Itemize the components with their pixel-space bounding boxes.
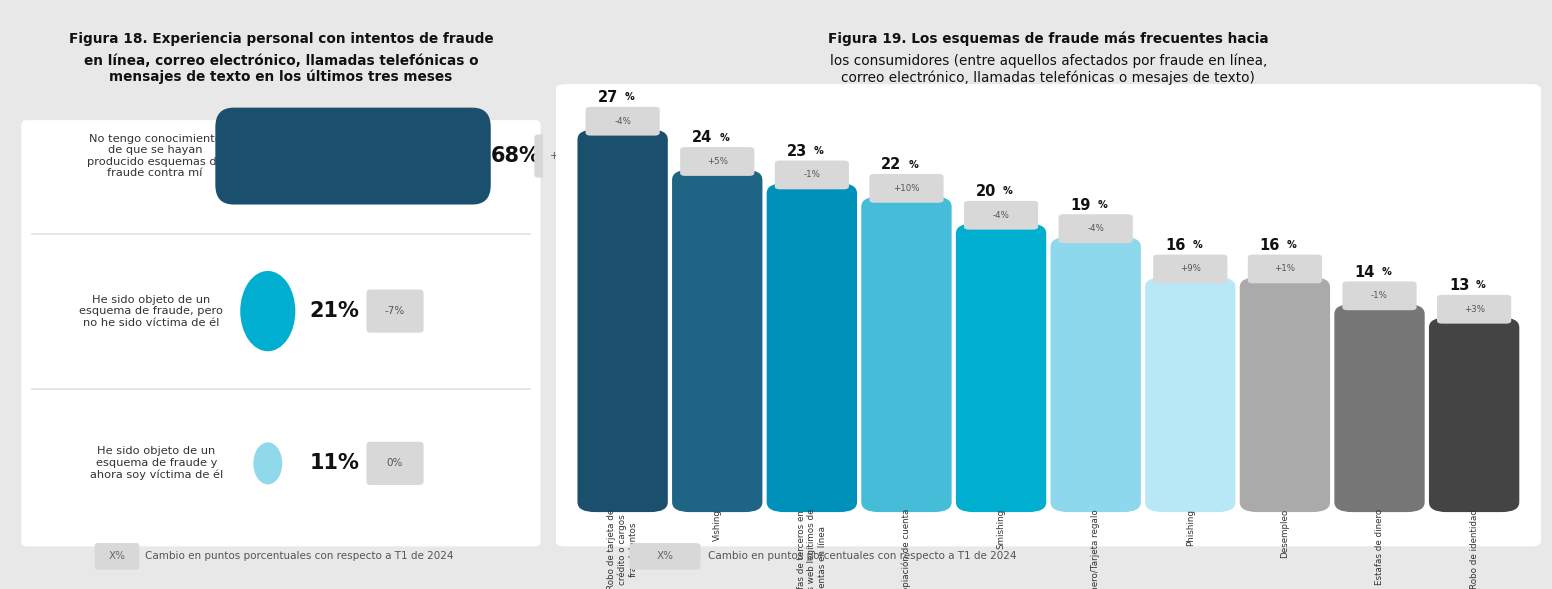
- Text: Robo de identidad: Robo de identidad: [1470, 509, 1479, 589]
- Text: 14: 14: [1355, 265, 1375, 280]
- Text: Cambio en puntos porcentuales con respecto a T1 de 2024: Cambio en puntos porcentuales con respec…: [708, 551, 1017, 561]
- Text: X%: X%: [109, 551, 126, 561]
- FancyBboxPatch shape: [1429, 317, 1519, 512]
- FancyBboxPatch shape: [680, 147, 754, 176]
- Text: -4%: -4%: [993, 211, 1009, 220]
- Text: 23: 23: [787, 144, 807, 159]
- Text: Vishing: Vishing: [712, 509, 722, 541]
- Text: +10%: +10%: [894, 184, 920, 193]
- Text: He sido objeto de un
esquema de fraude y
ahora soy víctima de él: He sido objeto de un esquema de fraude y…: [90, 446, 223, 480]
- Text: +7%: +7%: [549, 151, 576, 161]
- FancyBboxPatch shape: [366, 442, 424, 485]
- Text: Figura 18. Experiencia personal con intentos de fraude: Figura 18. Experiencia personal con inte…: [68, 31, 494, 45]
- Text: 20: 20: [976, 184, 996, 199]
- FancyBboxPatch shape: [1240, 277, 1330, 512]
- FancyBboxPatch shape: [1342, 282, 1417, 310]
- FancyBboxPatch shape: [869, 174, 944, 203]
- Text: Desempleo: Desempleo: [1280, 509, 1290, 558]
- FancyBboxPatch shape: [366, 290, 424, 333]
- FancyBboxPatch shape: [585, 107, 660, 135]
- Ellipse shape: [253, 442, 282, 484]
- Text: 22: 22: [882, 157, 902, 173]
- Text: 11%: 11%: [310, 454, 360, 474]
- Text: %: %: [1192, 240, 1201, 250]
- Text: %: %: [908, 160, 919, 170]
- Text: +1%: +1%: [1274, 264, 1296, 273]
- Text: He sido objeto de un
esquema de fraude, pero
no he sido víctima de él: He sido objeto de un esquema de fraude, …: [79, 294, 223, 327]
- Text: Figura 19. Los esquemas de fraude más frecuentes hacia: Figura 19. Los esquemas de fraude más fr…: [829, 31, 1268, 46]
- FancyBboxPatch shape: [630, 543, 700, 570]
- FancyBboxPatch shape: [1437, 295, 1512, 323]
- Text: +5%: +5%: [706, 157, 728, 166]
- Text: +9%: +9%: [1180, 264, 1201, 273]
- FancyBboxPatch shape: [964, 201, 1038, 230]
- Text: Robo de tarjeta de
crédito o cargos
fraudulentos: Robo de tarjeta de crédito o cargos frau…: [607, 509, 638, 589]
- FancyBboxPatch shape: [1248, 254, 1322, 283]
- Text: %: %: [1476, 280, 1485, 290]
- Text: Cambio en puntos porcentuales con respecto a T1 de 2024: Cambio en puntos porcentuales con respec…: [144, 551, 453, 561]
- Text: -1%: -1%: [1370, 292, 1387, 300]
- Text: Dinero/Tarjeta regalo: Dinero/Tarjeta regalo: [1091, 509, 1100, 589]
- Text: los consumidores (entre aquellos afectados por fraude en línea,
correo electróni: los consumidores (entre aquellos afectad…: [830, 54, 1266, 85]
- Text: Phishing: Phishing: [1186, 509, 1195, 546]
- Text: Apropiación de cuenta: Apropiación de cuenta: [902, 509, 911, 589]
- Text: Estafas de terceros en
sitios web legítimos de
ventas en línea: Estafas de terceros en sitios web legíti…: [796, 509, 827, 589]
- FancyBboxPatch shape: [22, 120, 540, 547]
- FancyBboxPatch shape: [1145, 277, 1235, 512]
- FancyBboxPatch shape: [767, 183, 857, 512]
- Text: 16: 16: [1260, 238, 1280, 253]
- FancyBboxPatch shape: [672, 170, 762, 512]
- Text: %: %: [1003, 186, 1013, 196]
- FancyBboxPatch shape: [534, 134, 591, 178]
- Text: -4%: -4%: [1088, 224, 1103, 233]
- Text: No tengo conocimiento
de que se hayan
producido esquemas de
fraude contra mí: No tengo conocimiento de que se hayan pr…: [87, 134, 223, 178]
- Text: 24: 24: [692, 130, 712, 145]
- Text: X%: X%: [656, 551, 674, 561]
- Text: %: %: [624, 92, 635, 102]
- FancyBboxPatch shape: [1051, 237, 1141, 512]
- Text: +3%: +3%: [1464, 305, 1485, 314]
- Text: %: %: [1381, 267, 1391, 277]
- Text: %: %: [1097, 200, 1108, 210]
- Text: -4%: -4%: [615, 117, 632, 125]
- FancyBboxPatch shape: [95, 543, 140, 570]
- FancyBboxPatch shape: [1153, 254, 1228, 283]
- Text: 16: 16: [1166, 238, 1186, 253]
- Text: Estafas de dinero: Estafas de dinero: [1375, 509, 1384, 585]
- Text: en línea, correo electrónico, llamadas telefónicas o
mensajes de texto en los úl: en línea, correo electrónico, llamadas t…: [84, 54, 478, 84]
- FancyBboxPatch shape: [556, 84, 1541, 547]
- FancyBboxPatch shape: [577, 130, 667, 512]
- Text: -7%: -7%: [385, 306, 405, 316]
- Text: %: %: [1287, 240, 1296, 250]
- FancyBboxPatch shape: [1058, 214, 1133, 243]
- FancyBboxPatch shape: [1335, 304, 1425, 512]
- Text: 21%: 21%: [310, 301, 360, 321]
- Text: %: %: [813, 146, 824, 156]
- Ellipse shape: [241, 271, 295, 351]
- Text: %: %: [719, 133, 729, 143]
- Text: 19: 19: [1071, 197, 1091, 213]
- FancyBboxPatch shape: [956, 224, 1046, 512]
- FancyBboxPatch shape: [216, 108, 490, 204]
- Text: 68%: 68%: [490, 146, 540, 166]
- FancyBboxPatch shape: [774, 161, 849, 189]
- Text: 13: 13: [1450, 278, 1470, 293]
- Text: 27: 27: [598, 90, 618, 105]
- Text: Smishing: Smishing: [996, 509, 1006, 549]
- FancyBboxPatch shape: [861, 197, 951, 512]
- Text: -1%: -1%: [804, 170, 821, 180]
- Text: 0%: 0%: [386, 458, 404, 468]
